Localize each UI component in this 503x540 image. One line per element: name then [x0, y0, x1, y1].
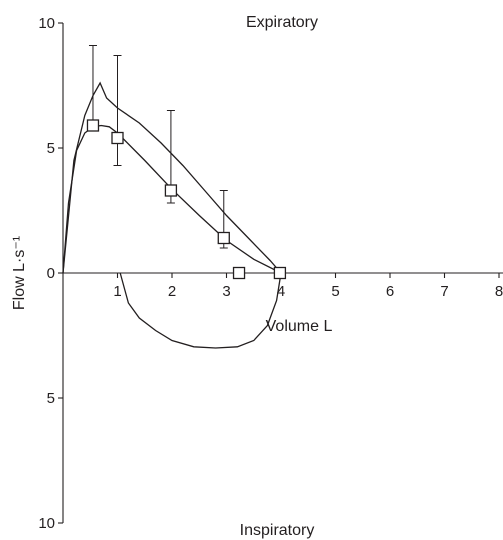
x-tick-label: 2 [168, 283, 176, 300]
series-line [119, 272, 282, 349]
square-marker [111, 131, 124, 145]
annotation-inspiratory: Inspiratory [240, 522, 315, 539]
error-bars [88, 45, 228, 249]
x-tick-label: 8 [495, 283, 503, 300]
y-tick-label: 10 [38, 15, 55, 32]
x-tick-label: 6 [386, 283, 394, 300]
square-marker [273, 266, 287, 280]
x-axis-label: Volume L [266, 318, 333, 335]
x-tick-label: 4 [277, 283, 285, 300]
markers [86, 119, 287, 280]
chart-text: Expiratory Inspiratory Volume L Flow L·s… [11, 14, 332, 539]
square-marker [86, 119, 100, 132]
series-line [62, 81, 282, 274]
axes: 10 5 0 5 10 1 2 3 4 5 6 7 8 [38, 15, 503, 532]
x-tick-label: 7 [440, 283, 448, 300]
y-tick-label: 10 [38, 515, 55, 532]
square-marker [217, 231, 230, 245]
x-tick-label: 3 [222, 283, 230, 300]
y-tick-label: 5 [47, 390, 55, 407]
square-marker [232, 266, 246, 280]
annotation-expiratory: Expiratory [246, 14, 318, 31]
series-line [62, 124, 282, 274]
y-tick-label: 0 [47, 265, 55, 282]
x-tick-label: 1 [113, 283, 121, 300]
square-marker [164, 184, 178, 197]
x-tick-label: 5 [331, 283, 339, 300]
y-axis-label: Flow L·s⁻¹ [11, 236, 28, 310]
y-tick-label: 5 [47, 140, 55, 157]
